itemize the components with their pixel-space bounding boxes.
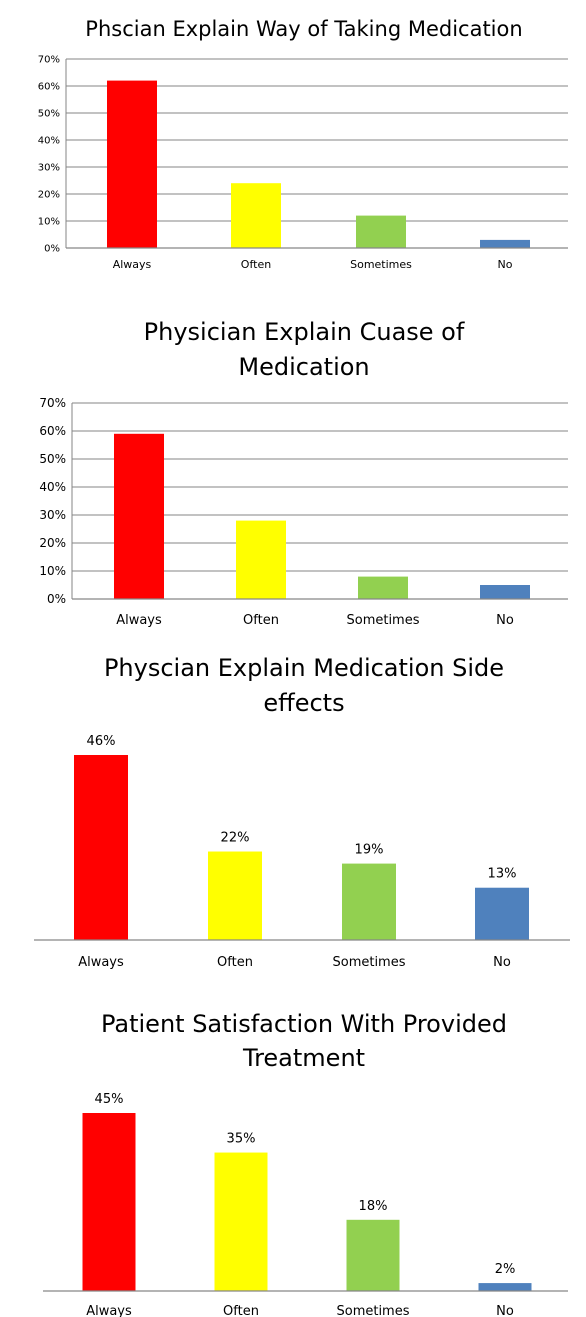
chart-1-y-tick-label: 20% — [38, 190, 60, 201]
chart-1-y-tick-label: 60% — [38, 82, 60, 93]
chart-4-category-label: Often — [223, 1304, 259, 1317]
chart-3-category-label: No — [493, 955, 511, 970]
chart-2-category-label: Sometimes — [346, 613, 419, 628]
chart-1-title-line-1: Phscian Explain Way of Taking Medication — [85, 17, 522, 41]
chart-2-y-tick-label: 60% — [39, 424, 66, 438]
chart-4-data-label: 2% — [495, 1262, 516, 1277]
chart-3-bar-always — [74, 755, 128, 940]
chart-3-category-label: Often — [217, 955, 253, 970]
chart-1-y-tick-label: 0% — [44, 244, 60, 255]
chart-2-bar-always — [114, 433, 164, 599]
chart-1-bar-often — [231, 183, 281, 248]
chart-3-bar-sometimes — [342, 863, 396, 940]
chart-1-category-label: Often — [241, 258, 271, 271]
chart-2-y-tick-label: 50% — [39, 452, 66, 466]
chart-1-y-tick-label: 70% — [38, 55, 60, 66]
chart-4-bar-always — [82, 1113, 136, 1291]
chart-2-category-label: Often — [243, 613, 279, 628]
chart-1-y-tick-label: 30% — [38, 163, 60, 174]
chart-1-category-label: No — [498, 258, 513, 271]
chart-2-y-tick-label: 0% — [47, 592, 66, 606]
chart-4-data-label: 18% — [359, 1199, 388, 1214]
chart-2-y-tick-label: 70% — [39, 396, 66, 410]
chart-2-y-tick-label: 20% — [39, 536, 66, 550]
chart-2-y-tick-label: 30% — [39, 508, 66, 522]
chart-4-data-label: 45% — [95, 1092, 124, 1107]
chart-3-data-label: 13% — [488, 867, 517, 882]
chart-2-title-line-1: Physician Explain Cuase of — [144, 318, 465, 346]
chart-1-category-label: Always — [113, 258, 152, 271]
chart-2-bar-often — [236, 520, 286, 599]
chart-1-y-tick-label: 40% — [38, 136, 60, 147]
chart-3-data-label: 19% — [355, 843, 384, 858]
chart-3-title-line-1: Physcian Explain Medication Side — [104, 654, 504, 682]
chart-3-title-line-2: effects — [263, 689, 344, 717]
chart-1-category-label: Sometimes — [350, 258, 412, 271]
chart-2-y-tick-label: 40% — [39, 480, 66, 494]
chart-2-y-tick-label: 10% — [39, 564, 66, 578]
chart-2-title-line-2: Medication — [238, 353, 369, 381]
chart-2-category-label: No — [496, 613, 514, 628]
chart-4-bar-sometimes — [346, 1219, 400, 1291]
chart-1-y-tick-label: 10% — [38, 217, 60, 228]
chart-1-bar-no — [480, 239, 530, 248]
chart-3-bar-no — [475, 887, 529, 940]
chart-2-category-label: Always — [116, 613, 162, 628]
chart-2-bar-no — [480, 585, 530, 599]
chart-3-category-label: Sometimes — [332, 955, 405, 970]
chart-4-category-label: Sometimes — [336, 1304, 409, 1317]
chart-4-data-label: 35% — [227, 1132, 256, 1147]
chart-4-category-label: No — [496, 1304, 514, 1317]
chart-2-bar-sometimes — [358, 576, 408, 599]
chart-4-title-line-1: Patient Satisfaction With Provided — [101, 1010, 507, 1038]
chart-1-y-tick-label: 50% — [38, 109, 60, 120]
chart-4-bar-no — [478, 1283, 532, 1291]
chart-3-data-label: 46% — [87, 734, 116, 749]
chart-4-category-label: Always — [86, 1304, 132, 1317]
chart-4-title-line-2: Treatment — [242, 1044, 365, 1072]
chart-3-bar-often — [208, 851, 262, 940]
chart-3-data-label: 22% — [221, 831, 250, 846]
chart-1-bar-sometimes — [356, 215, 406, 248]
chart-1-bar-always — [107, 80, 157, 248]
chart-3-category-label: Always — [78, 955, 124, 970]
chart-4-bar-often — [214, 1152, 268, 1291]
